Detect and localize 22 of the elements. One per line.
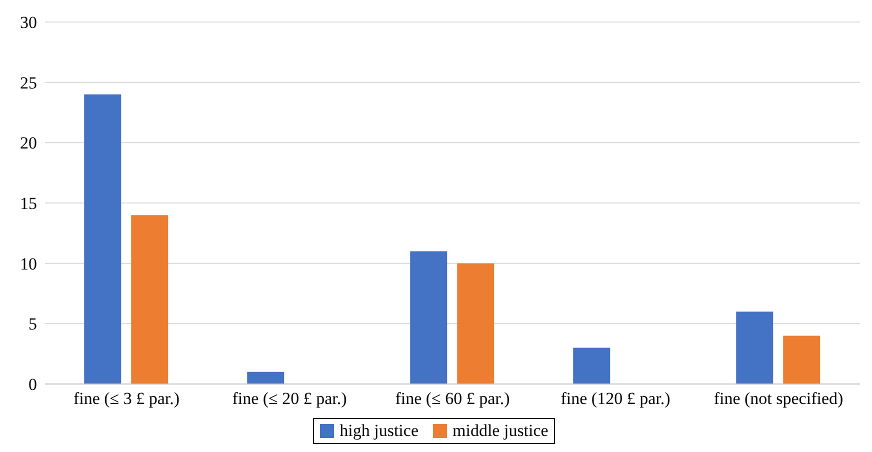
legend-label: high justice	[338, 421, 418, 441]
y-tick-label: 0	[28, 375, 37, 394]
bar	[410, 251, 448, 384]
y-tick-label: 30	[20, 13, 37, 32]
y-tick-label: 5	[28, 314, 37, 334]
legend-label: middle justice	[452, 421, 548, 441]
bar	[573, 348, 610, 384]
x-tick-label: fine (≤ 60 £ par.)	[395, 389, 510, 408]
x-tick-label: fine (120 £ par.)	[560, 389, 670, 408]
y-tick-label: 15	[20, 194, 37, 214]
x-tick-label: fine (≤ 20 £ par.)	[232, 389, 347, 408]
bar	[247, 372, 284, 384]
x-tick-label: fine (≤ 3 £ par.)	[73, 389, 180, 408]
x-tick-label: fine (not specified)	[714, 389, 844, 408]
bar	[84, 94, 122, 384]
y-tick-label: 10	[20, 254, 37, 274]
bar	[457, 263, 494, 384]
bar	[736, 312, 774, 384]
bar	[131, 215, 168, 384]
y-tick-label: 20	[20, 134, 37, 153]
bar	[783, 336, 820, 384]
y-tick-label: 25	[20, 73, 37, 92]
